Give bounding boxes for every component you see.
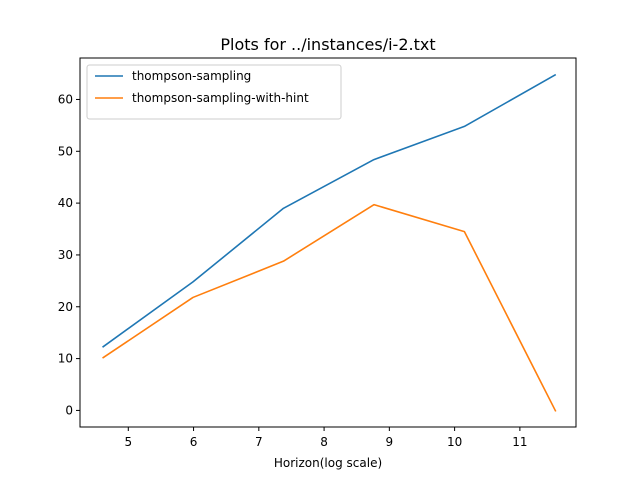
legend-label: thompson-sampling [132,69,251,83]
x-tick-label: 7 [255,435,263,449]
axes-frame [79,57,577,428]
x-tick-label: 11 [512,435,527,449]
x-tick-label: 8 [320,435,328,449]
y-tick-label: 50 [58,144,73,158]
x-tick-label: 6 [190,435,198,449]
y-tick-label: 60 [58,92,73,106]
y-tick-label: 0 [65,403,73,417]
legend-label: thompson-sampling-with-hint [132,91,309,105]
series-line-0 [102,73,557,348]
x-axis-label: Horizon(log scale) [274,456,382,470]
y-tick-label: 30 [58,248,73,262]
plot-area [102,73,557,412]
x-tick-label: 5 [124,435,132,449]
y-tick-label: 20 [58,300,73,314]
series-line-1 [102,203,557,412]
y-tick-label: 40 [58,196,73,210]
chart-title: Plots for ../instances/i-2.txt [220,35,435,54]
x-tick-label: 9 [386,435,394,449]
legend-box [86,64,342,120]
x-tick-label: 10 [447,435,462,449]
x-axis: 5 6 7 8 9 10 11 [124,427,528,449]
y-tick-label: 10 [58,352,73,366]
y-axis: 0 10 20 30 40 50 60 [58,92,80,417]
legend: thompson-sampling thompson-sampling-with-… [86,64,342,120]
